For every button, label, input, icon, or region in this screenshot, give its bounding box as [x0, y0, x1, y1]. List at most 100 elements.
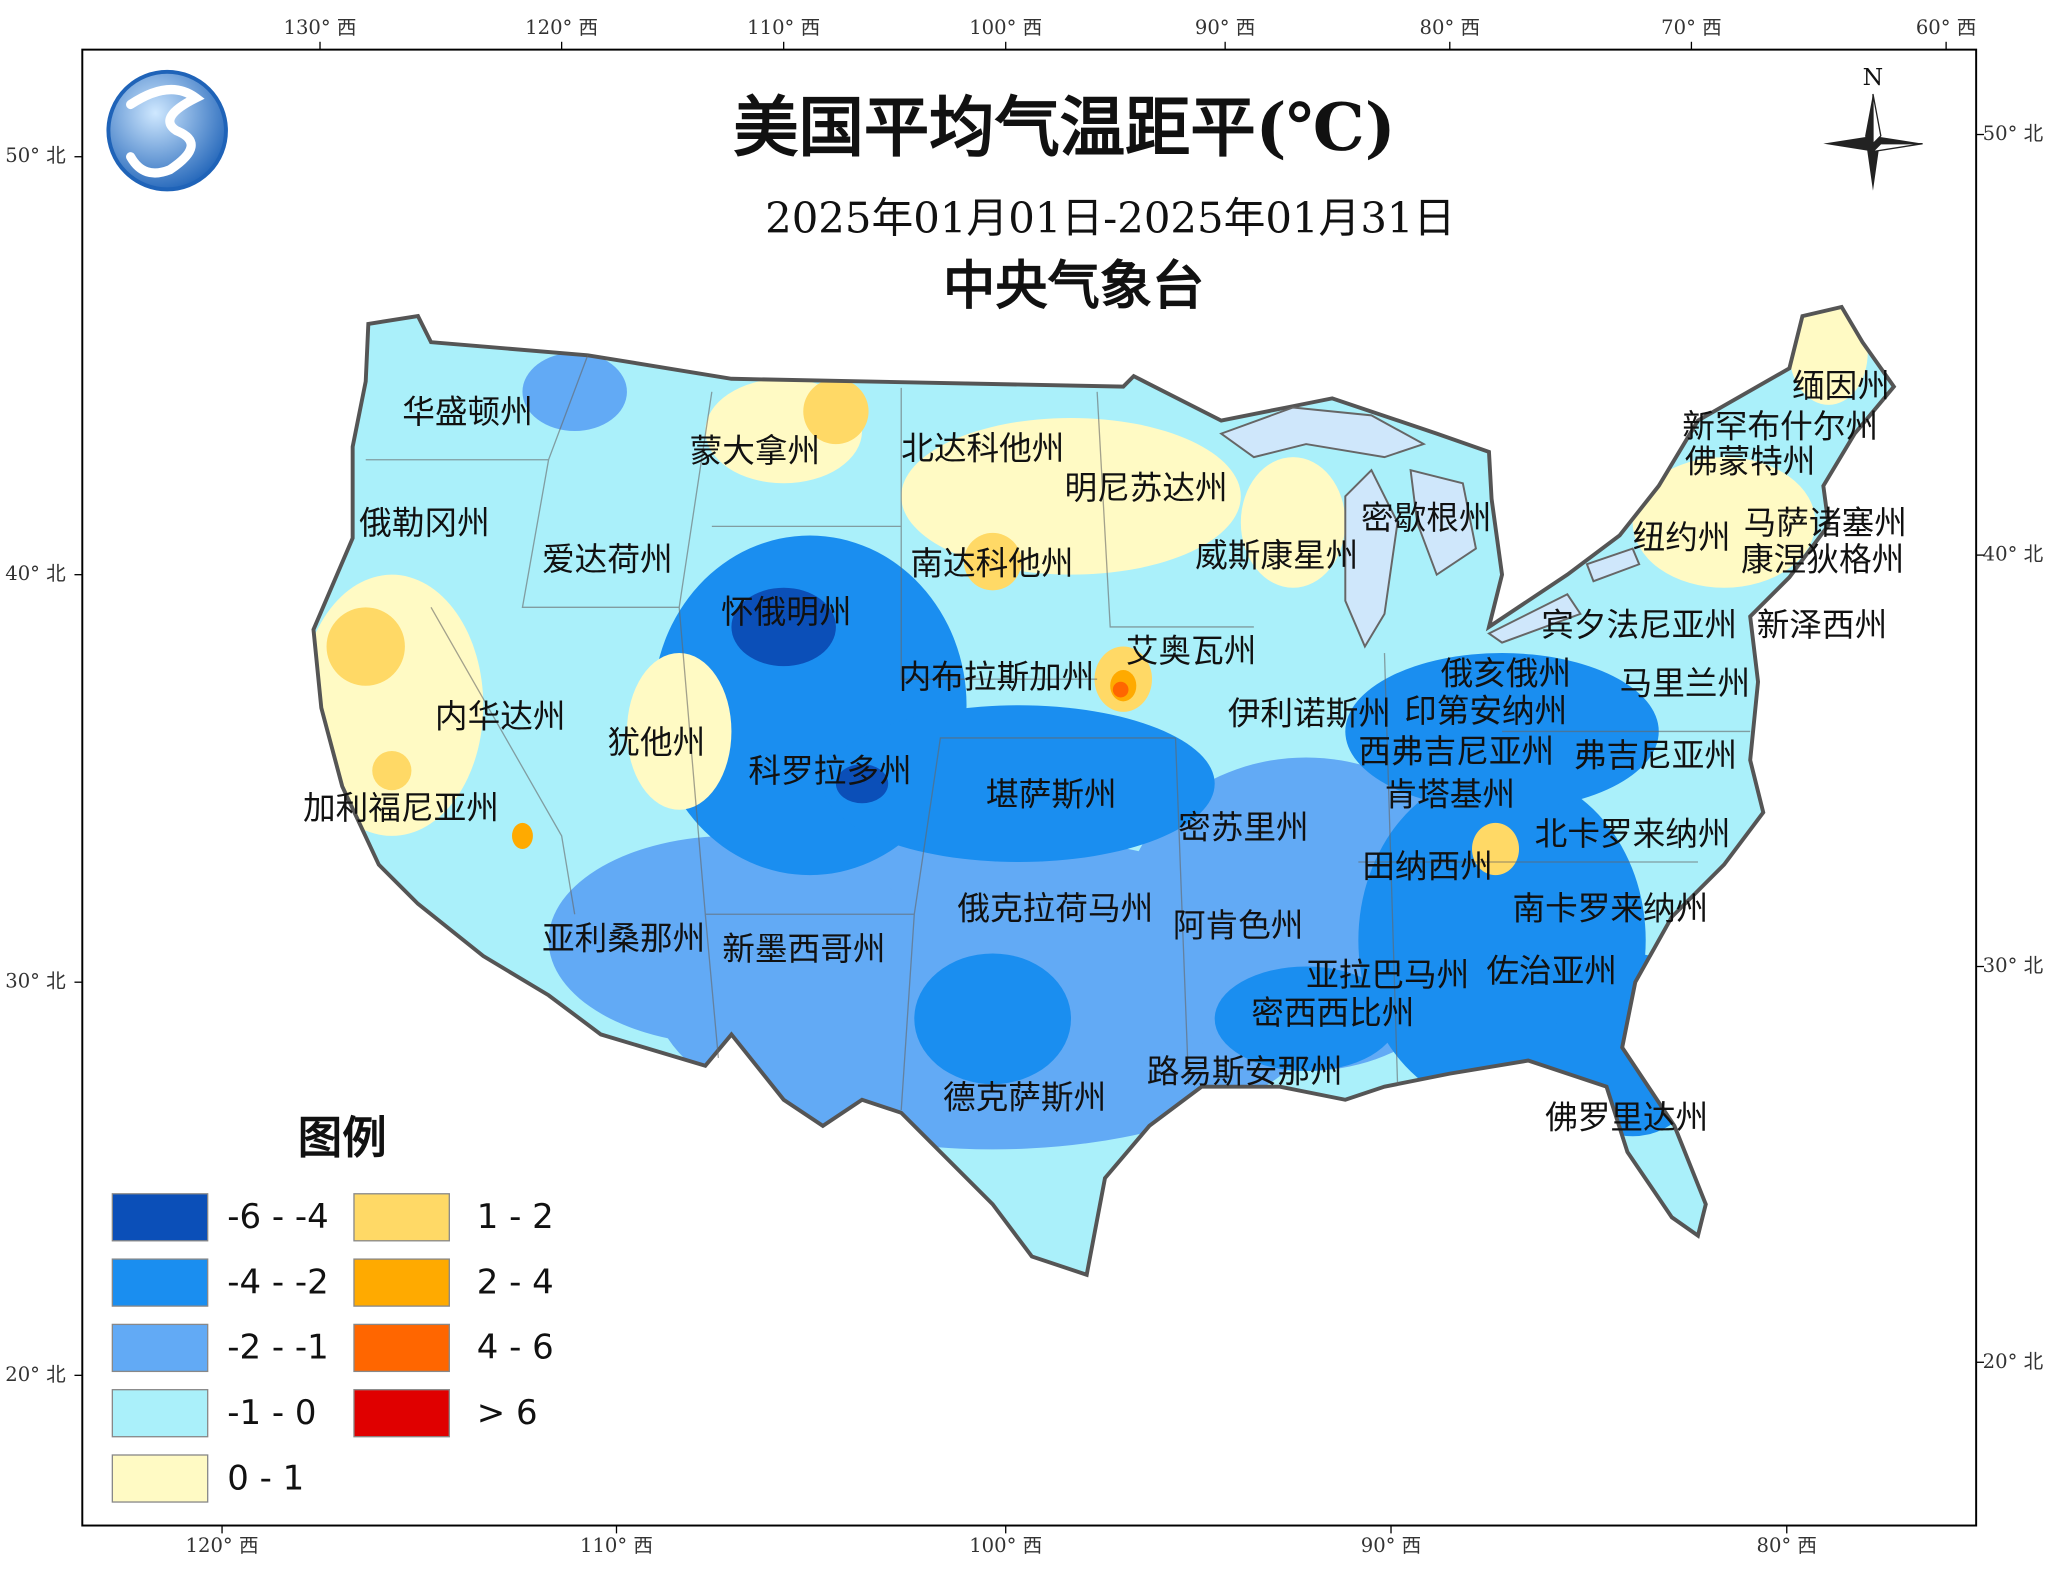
state-label: 伊利诺斯州	[1228, 695, 1391, 733]
legend-label: -4 - -2	[227, 1262, 329, 1302]
anomaly-patch	[731, 587, 836, 667]
state-label: 俄勒冈州	[359, 504, 490, 542]
legend-swatch	[353, 1389, 450, 1438]
state-label: 路易斯安那州	[1147, 1053, 1343, 1091]
bottom-axis-label: 90° 西	[1361, 1534, 1422, 1557]
legend-label: 1 - 2	[477, 1197, 554, 1237]
map-agency: 中央气象台	[943, 255, 1204, 316]
anomaly-patch	[803, 378, 869, 445]
right-axis-label: 50° 北	[1983, 122, 2044, 145]
state-label: 俄亥俄州	[1441, 654, 1572, 692]
left-axis-label: 20° 北	[5, 1363, 66, 1386]
bottom-axis-label: 120° 西	[186, 1534, 259, 1557]
state-label: 犹他州	[607, 723, 705, 761]
logo	[106, 69, 228, 192]
state-label: 纽约州	[1633, 518, 1731, 556]
bottom-axis-label: 110° 西	[580, 1534, 653, 1557]
legend-swatch	[353, 1323, 450, 1373]
legend-label: 0 - 1	[227, 1458, 304, 1498]
state-label: 佛罗里达州	[1545, 1098, 1708, 1136]
compass-north: N	[1863, 63, 1884, 91]
bottom-axis-label: 80° 西	[1757, 1534, 1818, 1557]
map-frame	[81, 48, 1978, 1527]
state-label: 内布拉斯加州	[899, 658, 1095, 696]
bottom-axis-label: 100° 西	[969, 1534, 1042, 1557]
anomaly-patch	[1240, 457, 1346, 588]
state-borders	[365, 355, 1751, 1111]
map-title: 美国平均气温距平(℃)	[733, 90, 1395, 166]
state-label: 密歇根州	[1361, 499, 1492, 537]
state-label: 蒙大拿州	[690, 432, 821, 470]
top-axis-label: 90° 西	[1195, 16, 1256, 39]
state-label: 印第安纳州	[1404, 692, 1567, 730]
state-label: 弗吉尼亚州	[1574, 737, 1737, 775]
map-subtitle: 2025年01月01日-2025年01月31日	[765, 194, 1455, 243]
state-label: 佛蒙特州	[1685, 443, 1816, 481]
state-label: 堪萨斯州	[986, 776, 1117, 814]
state-label: 肯塔基州	[1384, 776, 1515, 814]
anomaly-patch	[512, 822, 533, 849]
state-label: 宾夕法尼亚州	[1541, 606, 1737, 644]
anomaly-patch	[1789, 306, 1868, 405]
great-lakes	[1219, 406, 1641, 649]
legend-swatch	[111, 1258, 209, 1307]
top-axis-label: 100° 西	[969, 16, 1042, 39]
top-axis-label: 130° 西	[284, 16, 357, 39]
anomaly-patch	[626, 653, 732, 810]
legend-label: -6 - -4	[227, 1197, 329, 1237]
top-axis-label: 120° 西	[525, 16, 598, 39]
state-label: 新墨西哥州	[722, 930, 885, 968]
left-axis-label: 40° 北	[5, 562, 66, 585]
state-label: 康涅狄格州	[1741, 541, 1904, 579]
anomaly-patch	[372, 751, 412, 791]
right-axis-label: 30° 北	[1983, 954, 2044, 977]
legend-swatch	[111, 1389, 209, 1438]
legend-swatch	[353, 1258, 450, 1307]
state-label: 南卡罗来纳州	[1512, 889, 1708, 927]
state-label: 阿肯色州	[1173, 906, 1304, 944]
top-axis-label: 110° 西	[747, 16, 820, 39]
legend-label: 4 - 6	[477, 1328, 554, 1368]
state-label: 德克萨斯州	[943, 1079, 1106, 1117]
state-label: 缅因州	[1792, 367, 1890, 405]
anomaly-patch	[1632, 457, 1816, 588]
state-label: 西弗吉尼亚州	[1358, 733, 1554, 771]
anomaly-patch	[326, 607, 405, 686]
state-label: 佐治亚州	[1486, 952, 1617, 990]
legend-label: 2 - 4	[477, 1262, 554, 1302]
state-label: 威斯康星州	[1195, 537, 1358, 575]
legend-title: 图例	[298, 1112, 387, 1164]
state-label: 科罗拉多州	[748, 752, 911, 790]
left-axis-label: 50° 北	[5, 144, 66, 167]
state-label: 艾奥瓦州	[1126, 632, 1257, 670]
legend-swatch	[353, 1193, 450, 1242]
anomaly-patch	[835, 764, 889, 804]
state-label: 华盛顿州	[402, 393, 533, 431]
state-label: 北达科他州	[901, 430, 1064, 468]
right-axis-label: 20° 北	[1983, 1350, 2044, 1373]
legend-label: -1 - 0	[227, 1393, 316, 1433]
state-label: 内华达州	[435, 697, 566, 735]
state-label: 南达科他州	[910, 545, 1073, 583]
state-label: 马里兰州	[1620, 665, 1751, 703]
top-axis-label: 70° 西	[1661, 16, 1722, 39]
anomaly-patch	[963, 532, 1022, 591]
anomaly-patch	[914, 953, 1072, 1085]
state-label: 爱达荷州	[542, 541, 673, 579]
legend-label: > 6	[477, 1393, 538, 1433]
left-axis-label: 30° 北	[5, 970, 66, 993]
state-label: 马萨诸塞州	[1744, 504, 1907, 542]
state-label: 密西西比州	[1251, 994, 1414, 1032]
state-label: 明尼苏达州	[1064, 469, 1227, 507]
state-label: 北卡罗来纳州	[1535, 815, 1731, 853]
anomaly-patch	[1214, 966, 1398, 1072]
legend-label: -2 - -1	[227, 1328, 329, 1368]
anomaly-patch	[1112, 681, 1129, 698]
top-axis-label: 60° 西	[1916, 16, 1977, 39]
state-label: 俄克拉荷马州	[957, 889, 1153, 927]
state-label: 新泽西州	[1757, 606, 1888, 644]
state-label: 怀俄明州	[721, 593, 852, 631]
legend-swatch	[111, 1193, 209, 1242]
